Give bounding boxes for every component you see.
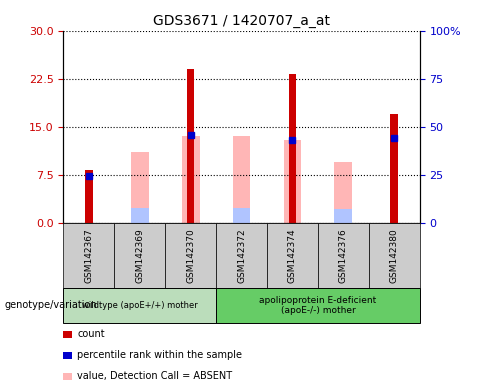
Text: GSM142372: GSM142372	[237, 228, 246, 283]
Text: count: count	[77, 329, 105, 339]
Bar	[131, 152, 149, 223]
Text: apolipoprotein E-deficient
(apoE-/-) mother: apolipoprotein E-deficient (apoE-/-) mot…	[259, 296, 377, 315]
Text: GSM142374: GSM142374	[288, 228, 297, 283]
Title: GDS3671 / 1420707_a_at: GDS3671 / 1420707_a_at	[153, 14, 330, 28]
Bar	[334, 162, 352, 223]
Bar	[131, 208, 149, 223]
Bar	[284, 139, 302, 223]
Bar	[187, 69, 195, 223]
Text: GSM142367: GSM142367	[84, 228, 93, 283]
Bar	[182, 136, 200, 223]
Text: percentile rank within the sample: percentile rank within the sample	[77, 350, 242, 360]
Text: GSM142370: GSM142370	[186, 228, 195, 283]
Bar	[288, 74, 296, 223]
Text: GSM142376: GSM142376	[339, 228, 348, 283]
Text: value, Detection Call = ABSENT: value, Detection Call = ABSENT	[77, 371, 232, 381]
Text: wildtype (apoE+/+) mother: wildtype (apoE+/+) mother	[82, 301, 198, 310]
Text: GSM142369: GSM142369	[135, 228, 144, 283]
Bar	[233, 136, 250, 223]
Text: GSM142380: GSM142380	[390, 228, 399, 283]
Text: genotype/variation: genotype/variation	[5, 300, 98, 310]
Bar	[85, 170, 93, 223]
Bar	[390, 114, 398, 223]
Bar	[233, 208, 250, 223]
Bar	[334, 209, 352, 223]
